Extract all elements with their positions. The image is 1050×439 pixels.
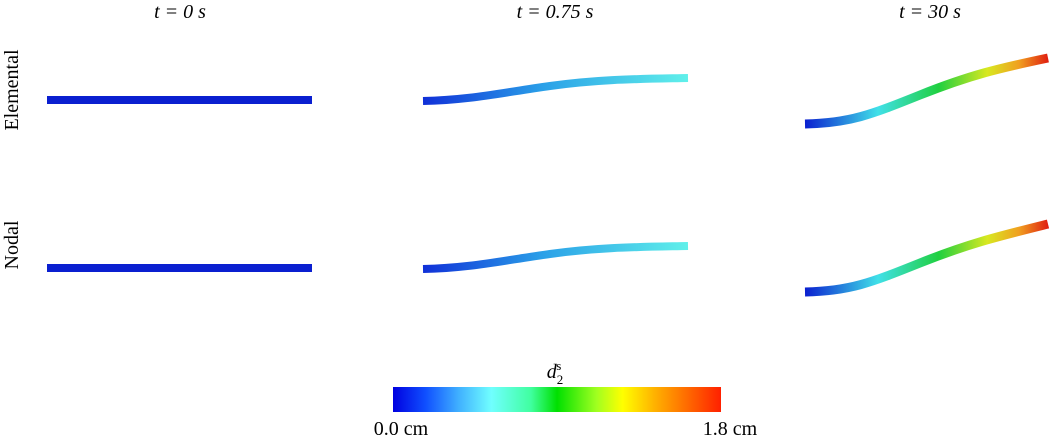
row-label: Elemental: [1, 49, 23, 131]
beam: [47, 96, 312, 104]
label-base: d: [547, 361, 558, 383]
colorbar: [393, 387, 721, 412]
beam: [47, 264, 312, 272]
beam: [422, 242, 689, 273]
colorbar-label: d2s: [547, 358, 564, 387]
colorbar-min: 0.0 cm: [374, 418, 429, 439]
beam: [804, 219, 1050, 297]
row-label: Nodal: [1, 220, 23, 269]
label-sup: s: [556, 358, 561, 373]
label-sub: 2: [557, 372, 564, 387]
column-title: t = 30 s: [899, 1, 961, 23]
beams: [47, 53, 1050, 297]
column-title: t = 0 s: [154, 1, 206, 23]
column-title: t = 0.75 s: [517, 1, 594, 23]
beam: [422, 74, 689, 105]
colorbar-max: 1.8 cm: [703, 418, 758, 439]
beam: [804, 53, 1049, 129]
